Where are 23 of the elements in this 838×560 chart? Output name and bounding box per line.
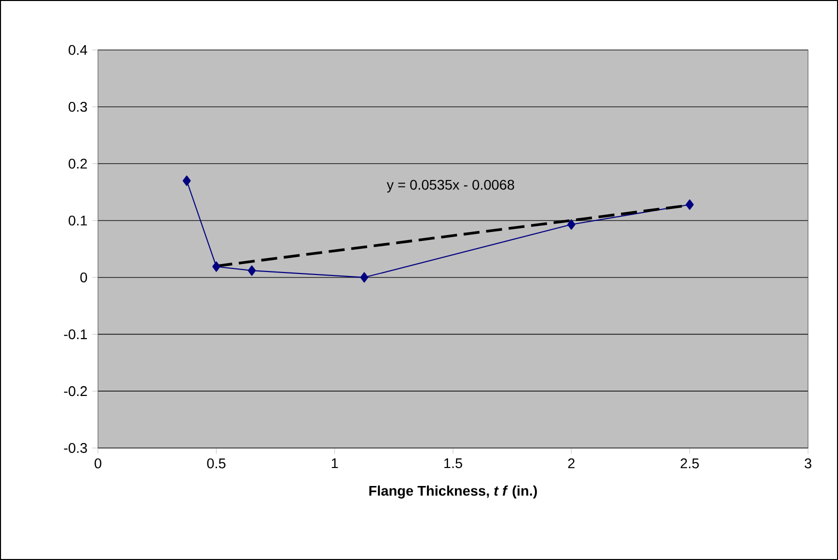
y-tick-label: 0.4: [68, 45, 88, 55]
x-tick-label: 0.5: [207, 458, 226, 468]
annotation: y = 0.0535x - 0.0068: [386, 180, 514, 193]
point: [686, 199, 694, 210]
y-tick-label: -0.2: [64, 386, 87, 396]
point: [360, 272, 368, 283]
point: [182, 176, 191, 186]
y-tick-label: 0.2: [68, 158, 87, 169]
point: [567, 219, 576, 230]
x-tick-label: 3: [804, 458, 812, 468]
text: Flange Thickness, t f (in.): [369, 485, 537, 499]
y-tick-label: 0: [80, 272, 88, 282]
y-tick-label: -0.1: [64, 329, 87, 340]
point: [212, 261, 220, 272]
x-tick-label: 1.5: [444, 458, 462, 468]
x-tick-label: 2: [568, 458, 575, 468]
x-tick-label: 0: [94, 458, 102, 468]
y-tick-label: 0.3: [68, 102, 87, 112]
x-tick-label: 2.5: [680, 458, 699, 468]
y-tick-label: 0.1: [68, 216, 87, 226]
x-tick-label: 1: [332, 458, 338, 468]
point: [248, 265, 256, 276]
y-tick-label: -0.3: [64, 443, 87, 453]
